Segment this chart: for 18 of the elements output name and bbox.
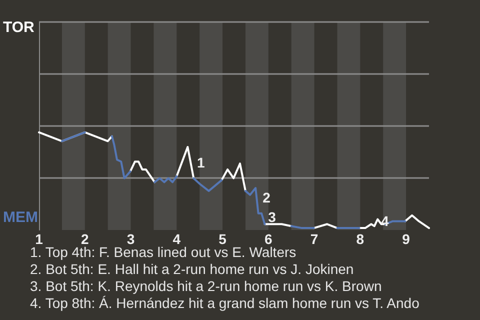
text: MEM <box>3 209 38 226</box>
annotation: 3 <box>268 209 276 226</box>
x-tick-label: 4 <box>172 231 181 247</box>
text: 2. Bot 5th: E. Hall hit a 2-run home run vs J. Jokinen <box>30 261 354 277</box>
annotation: 1 <box>197 154 205 170</box>
text: 4. Top 8th: Á. Hernández hit a grand slam home run vs T. Ando <box>30 295 420 311</box>
x-tick-label: 7 <box>310 231 318 247</box>
annotation: 2 <box>262 190 271 206</box>
x-tick-label: 1 <box>35 231 44 247</box>
x-tick-label: 9 <box>402 231 410 247</box>
x-tick-label: 2 <box>80 231 89 247</box>
x-tick-label: 8 <box>356 231 364 247</box>
text: 3. Bot 5th: K. Reynolds hit a 2-run home run vs K. Brown <box>30 278 382 294</box>
x-tick-label: 3 <box>126 231 135 247</box>
x-tick-label: 6 <box>264 231 273 247</box>
text: 1. Top 4th: F. Benas lined out vs E. Walters <box>30 244 296 260</box>
text: TOR <box>3 19 35 36</box>
x-tick-label: 5 <box>218 231 227 247</box>
